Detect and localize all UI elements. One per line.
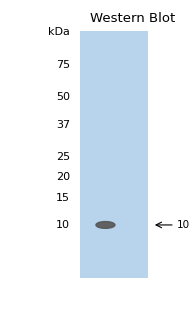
Text: 25: 25 [56, 152, 70, 162]
Text: 50: 50 [56, 92, 70, 102]
Text: 75: 75 [56, 60, 70, 70]
Text: 15: 15 [56, 193, 70, 203]
Text: 10: 10 [56, 220, 70, 230]
Text: Western Blot: Western Blot [90, 12, 176, 25]
Text: 10kDa: 10kDa [177, 220, 190, 230]
Ellipse shape [96, 222, 115, 228]
Bar [80, 31, 148, 278]
Text: 37: 37 [56, 120, 70, 130]
Text: 20: 20 [56, 172, 70, 182]
Text: kDa: kDa [48, 28, 70, 37]
